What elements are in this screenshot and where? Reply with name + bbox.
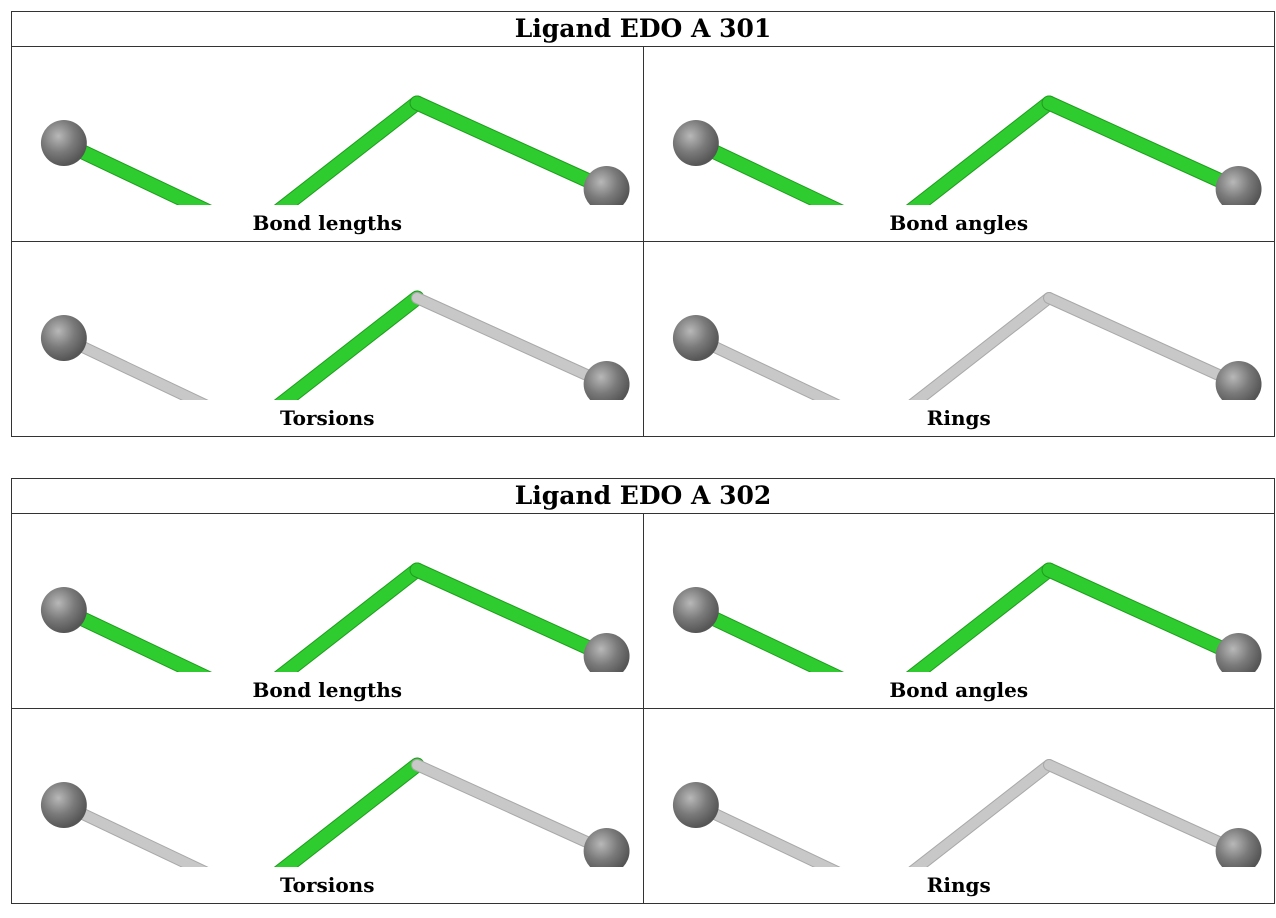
panel-torsions: Torsions bbox=[12, 709, 643, 903]
oxygen-atom bbox=[1215, 166, 1262, 205]
oxygen-atom bbox=[672, 782, 719, 828]
ligand-title: Ligand EDO A 301 bbox=[12, 12, 1274, 47]
bond-highlighted bbox=[410, 563, 614, 663]
oxygen-atom bbox=[40, 120, 87, 166]
molecule-image bbox=[40, 562, 630, 672]
panel-caption: Rings bbox=[926, 406, 991, 430]
panel-rings: Rings bbox=[642, 242, 1275, 436]
molecule-image bbox=[672, 759, 1262, 867]
molecule-image bbox=[40, 290, 630, 400]
bond-highlighted bbox=[275, 758, 424, 867]
oxygen-atom bbox=[583, 361, 630, 400]
oxygen-atom bbox=[40, 315, 87, 361]
panel-bond-lengths: Bond lengths bbox=[12, 47, 643, 241]
bond-normal bbox=[690, 800, 838, 867]
bond-normal bbox=[412, 293, 612, 389]
ligand-table: Ligand EDO A 302 Bond lengths Bond angle… bbox=[11, 478, 1275, 904]
bond-highlighted bbox=[57, 136, 210, 205]
panel-rings: Rings bbox=[642, 709, 1275, 903]
bond-normal bbox=[690, 333, 838, 400]
bond-highlighted bbox=[688, 136, 842, 205]
oxygen-atom bbox=[40, 782, 87, 828]
bond-normal bbox=[909, 760, 1054, 867]
oxygen-atom bbox=[583, 633, 630, 672]
molecule-image bbox=[40, 757, 630, 867]
molecule-image bbox=[672, 292, 1262, 400]
bond-highlighted bbox=[410, 96, 614, 196]
bond-highlighted bbox=[275, 291, 424, 400]
panel-row: Torsions Rings bbox=[12, 708, 1274, 903]
panel-caption: Torsions bbox=[280, 873, 375, 897]
molecule-image bbox=[40, 95, 630, 205]
panel-caption: Rings bbox=[926, 873, 991, 897]
molecule-image bbox=[672, 95, 1262, 205]
bond-normal bbox=[1043, 293, 1244, 389]
panel-row: Bond lengths Bond angles bbox=[12, 47, 1274, 241]
panel-bond-lengths: Bond lengths bbox=[12, 514, 643, 708]
bond-normal bbox=[58, 333, 207, 400]
oxygen-atom bbox=[1215, 361, 1262, 400]
panel-torsions: Torsions bbox=[12, 242, 643, 436]
bond-highlighted bbox=[1042, 96, 1245, 196]
oxygen-atom bbox=[583, 166, 630, 205]
panel-row: Torsions Rings bbox=[12, 241, 1274, 436]
oxygen-atom bbox=[1215, 633, 1262, 672]
oxygen-atom bbox=[672, 315, 719, 361]
bond-highlighted bbox=[275, 96, 424, 205]
panel-bond-angles: Bond angles bbox=[642, 47, 1275, 241]
panel-caption: Torsions bbox=[280, 406, 375, 430]
bond-highlighted bbox=[275, 563, 424, 672]
panel-row: Bond lengths Bond angles bbox=[12, 514, 1274, 708]
ligand-table: Ligand EDO A 301 Bond lengths Bond angle… bbox=[11, 11, 1275, 437]
panel-bond-angles: Bond angles bbox=[642, 514, 1275, 708]
bond-highlighted bbox=[907, 96, 1056, 205]
oxygen-atom bbox=[40, 587, 87, 633]
bond-normal bbox=[909, 293, 1054, 400]
panel-caption: Bond angles bbox=[889, 211, 1029, 235]
bond-normal bbox=[58, 800, 207, 867]
oxygen-atom bbox=[672, 120, 719, 166]
bond-normal bbox=[412, 760, 612, 856]
bond-normal bbox=[1043, 760, 1244, 856]
bond-highlighted bbox=[688, 603, 842, 672]
panel-caption: Bond angles bbox=[889, 678, 1029, 702]
bond-highlighted bbox=[907, 563, 1056, 672]
panel-caption: Bond lengths bbox=[252, 211, 403, 235]
oxygen-atom bbox=[583, 828, 630, 867]
ligand-title: Ligand EDO A 302 bbox=[12, 479, 1274, 514]
bond-highlighted bbox=[57, 603, 210, 672]
panel-caption: Bond lengths bbox=[252, 678, 403, 702]
oxygen-atom bbox=[1215, 828, 1262, 867]
molecule-image bbox=[672, 562, 1262, 672]
oxygen-atom bbox=[672, 587, 719, 633]
bond-highlighted bbox=[1042, 563, 1245, 663]
